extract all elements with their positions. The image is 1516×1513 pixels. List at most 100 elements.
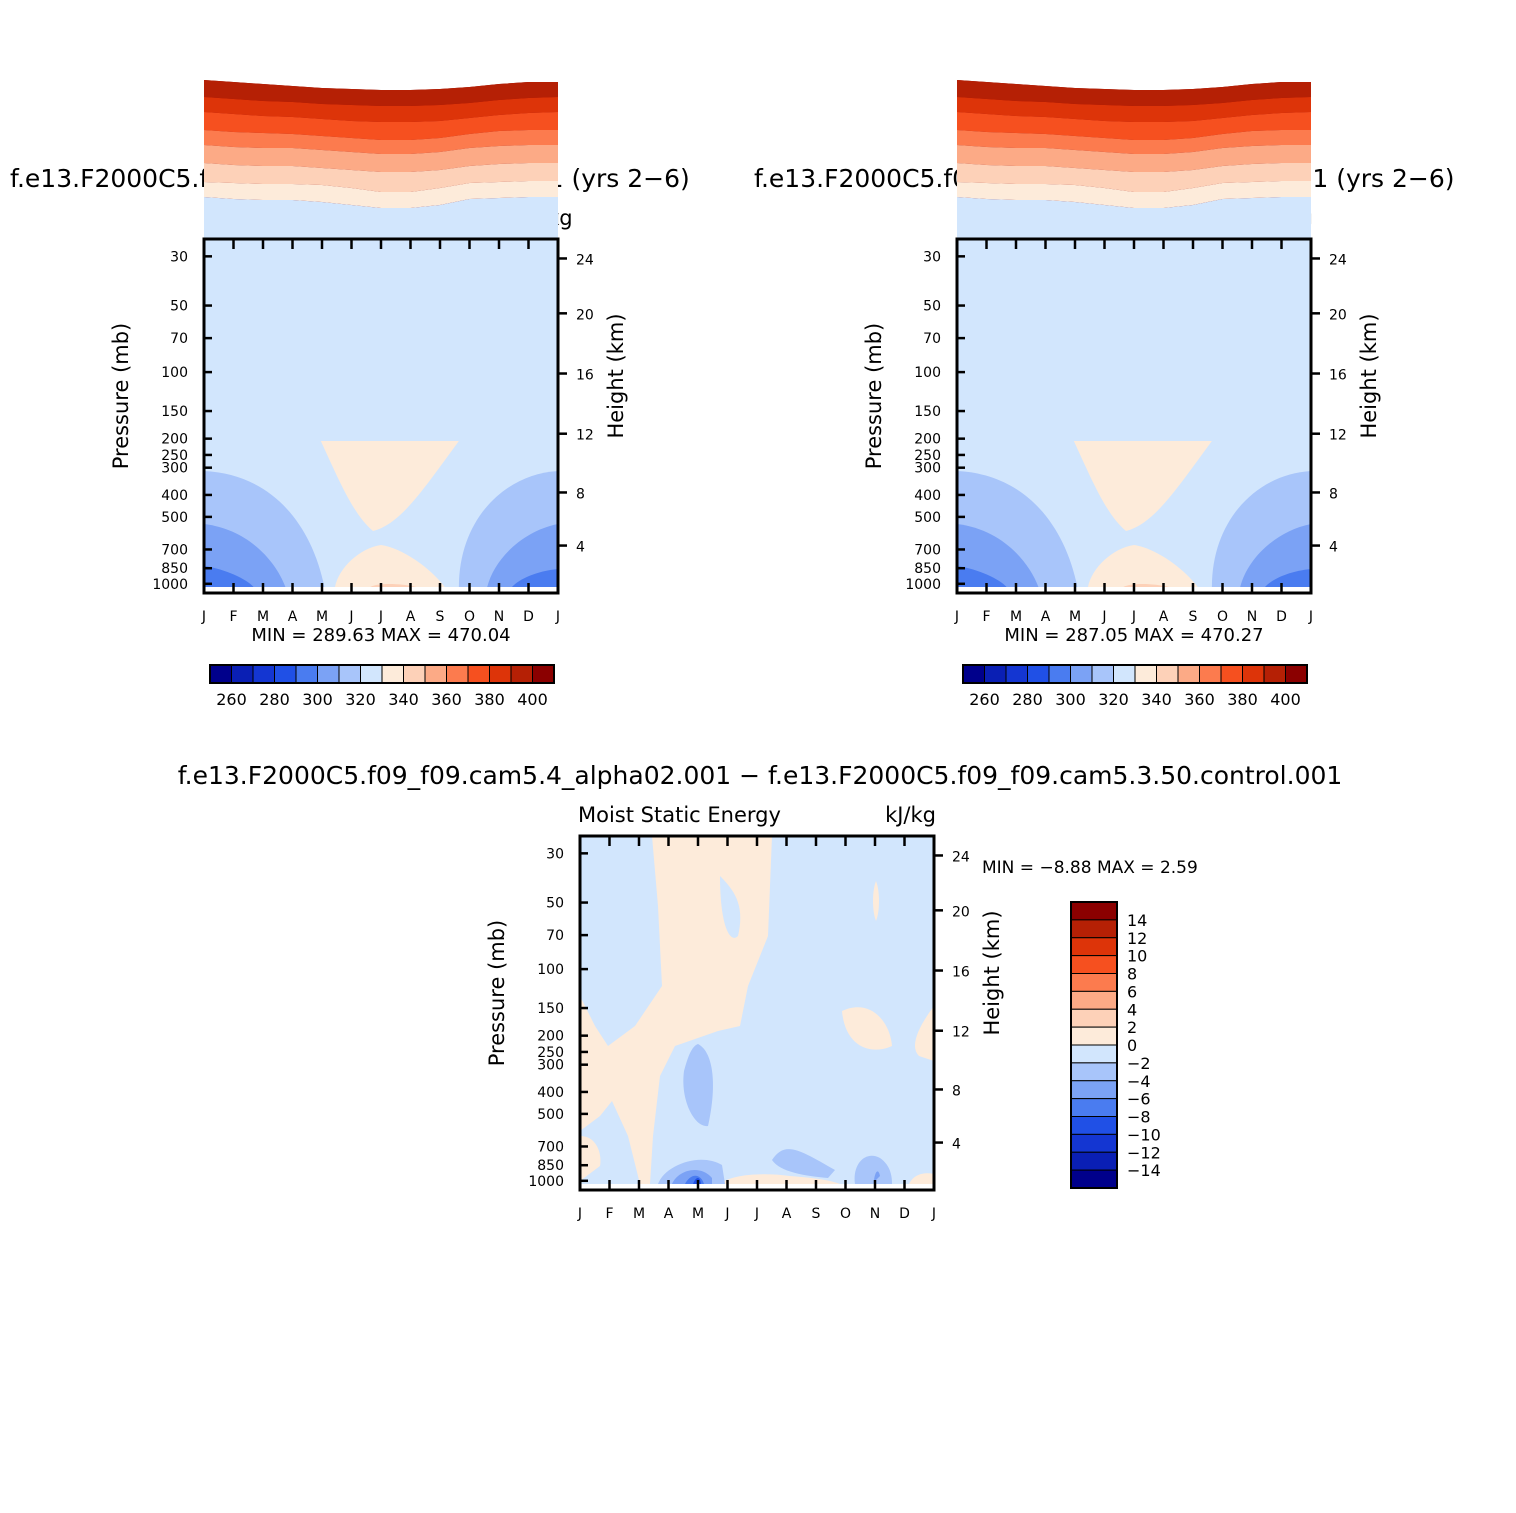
y-tick-label: 500 — [161, 510, 188, 526]
colorbar-swatch — [489, 664, 512, 684]
y-tick-label: 50 — [923, 299, 941, 315]
colorbar-swatch — [1070, 955, 1118, 974]
colorbar-label: −10 — [1127, 1125, 1161, 1144]
contour-region — [487, 524, 558, 587]
colorbar-swatch — [1199, 664, 1222, 684]
colorbar-swatch — [317, 664, 340, 684]
y-tick-label: 850 — [914, 561, 941, 577]
colorbar-swatch — [274, 664, 297, 684]
colorbar-swatch — [1070, 1133, 1118, 1153]
y-tick-label: 700 — [537, 1139, 564, 1155]
colorbar-swatch — [209, 664, 232, 684]
colorbar-frame — [209, 664, 555, 684]
contour-region — [873, 881, 879, 921]
x-tick-label: J — [201, 609, 206, 625]
y-tick-label: 1000 — [152, 577, 188, 593]
contour-band — [204, 197, 558, 587]
colorbar-swatch — [231, 664, 254, 684]
y-tick-label: 400 — [537, 1085, 564, 1101]
colorbar-swatch — [1220, 664, 1243, 684]
chart-units: kJ/kg — [885, 803, 936, 827]
y-tick-label: 700 — [914, 542, 941, 558]
contour-region — [1087, 545, 1198, 587]
y-tick-label: 100 — [537, 962, 564, 978]
contour-region — [874, 1171, 880, 1182]
x-tick-label: J — [754, 1206, 759, 1222]
contour-band — [957, 112, 1311, 140]
x-tick-label: S — [812, 1206, 821, 1222]
y-tick-label: 30 — [923, 249, 941, 265]
colorbar-label: 360 — [431, 690, 462, 709]
colorbar-label: 340 — [1141, 690, 1172, 709]
y-axis-right: 24 20 16 12 8 4 — [934, 849, 970, 1153]
colorbar-label: 260 — [969, 690, 1000, 709]
contour-region — [720, 876, 741, 938]
colorbar: 260 280 300 320 340 360 380 400 — [962, 664, 1308, 709]
x-tick-label: J — [577, 1206, 582, 1222]
contour-region — [1240, 524, 1311, 587]
contour-region — [1073, 441, 1212, 531]
y-tick-label: 400 — [161, 488, 188, 504]
colorbar-swatch — [1070, 1062, 1118, 1082]
contour-region — [957, 566, 1007, 587]
colorbar-swatch — [1070, 1026, 1118, 1046]
colorbar-label: 260 — [216, 690, 247, 709]
x-tick-label: M — [692, 1206, 704, 1222]
y-tick-label: 850 — [537, 1158, 564, 1174]
x-tick-label: M — [633, 1206, 645, 1222]
y-tick-label: 250 — [914, 448, 941, 464]
x-tick-label: A — [782, 1206, 792, 1222]
y-axis-right: 24 20 16 12 8 4 — [558, 252, 594, 556]
colorbar-label: 12 — [1127, 929, 1147, 948]
contour-region — [720, 1174, 840, 1184]
colorbar-label: 14 — [1127, 911, 1147, 930]
y-tick-label: 200 — [161, 432, 188, 448]
x-tick-label: A — [288, 609, 298, 625]
contour-band — [957, 181, 1311, 208]
colorbar-swatch — [510, 664, 533, 684]
contour-region — [511, 569, 558, 587]
x-tick-label: A — [664, 1206, 674, 1222]
x-tick-label: O — [840, 1206, 851, 1222]
contour-band — [204, 97, 558, 122]
colorbar-frame — [962, 664, 1308, 684]
min-max-label: MIN = 287.05 MAX = 470.27 — [1004, 625, 1263, 646]
x-tick-label: S — [1189, 609, 1198, 625]
x-tick-label: A — [406, 609, 416, 625]
colorbar-swatch — [360, 664, 383, 684]
y-right-tick-label: 16 — [576, 368, 594, 384]
y-right-tick-label: 8 — [576, 486, 585, 502]
contour-region — [204, 566, 254, 587]
y-right-tick-label: 12 — [576, 428, 594, 444]
colorbar-label: 400 — [1270, 690, 1301, 709]
x-tick-label: M — [316, 609, 328, 625]
y-right-tick-label: 16 — [952, 965, 970, 981]
colorbar-swatch — [295, 664, 318, 684]
x-tick-label: F — [605, 1206, 613, 1222]
contour-fills — [580, 836, 934, 1190]
contour-region — [854, 1155, 892, 1184]
contour-fills — [957, 80, 1311, 593]
colorbar-label: −8 — [1127, 1108, 1151, 1127]
x-tick-label: J — [1101, 609, 1106, 625]
colorbar-label: 360 — [1184, 690, 1215, 709]
colorbar-swatch — [1070, 1116, 1118, 1135]
x-tick-label: A — [1159, 609, 1169, 625]
colorbar-swatch — [1070, 1044, 1118, 1064]
y-tick-label: 30 — [170, 249, 188, 265]
y-axis-title: Pressure (mb) — [862, 323, 886, 470]
colorbar-swatch — [446, 664, 469, 684]
contour-band — [957, 163, 1311, 192]
min-max-label: MIN = 289.63 MAX = 470.04 — [251, 625, 510, 646]
colorbar-label: 300 — [302, 690, 333, 709]
colorbar-label: −14 — [1127, 1161, 1161, 1180]
colorbar-swatch — [1134, 664, 1157, 684]
y-tick-label: 150 — [537, 1001, 564, 1017]
colorbar-label: 280 — [259, 690, 290, 709]
colorbar-swatch — [1070, 1169, 1118, 1189]
contour-band — [957, 145, 1311, 172]
colorbar-swatch — [1091, 664, 1114, 684]
